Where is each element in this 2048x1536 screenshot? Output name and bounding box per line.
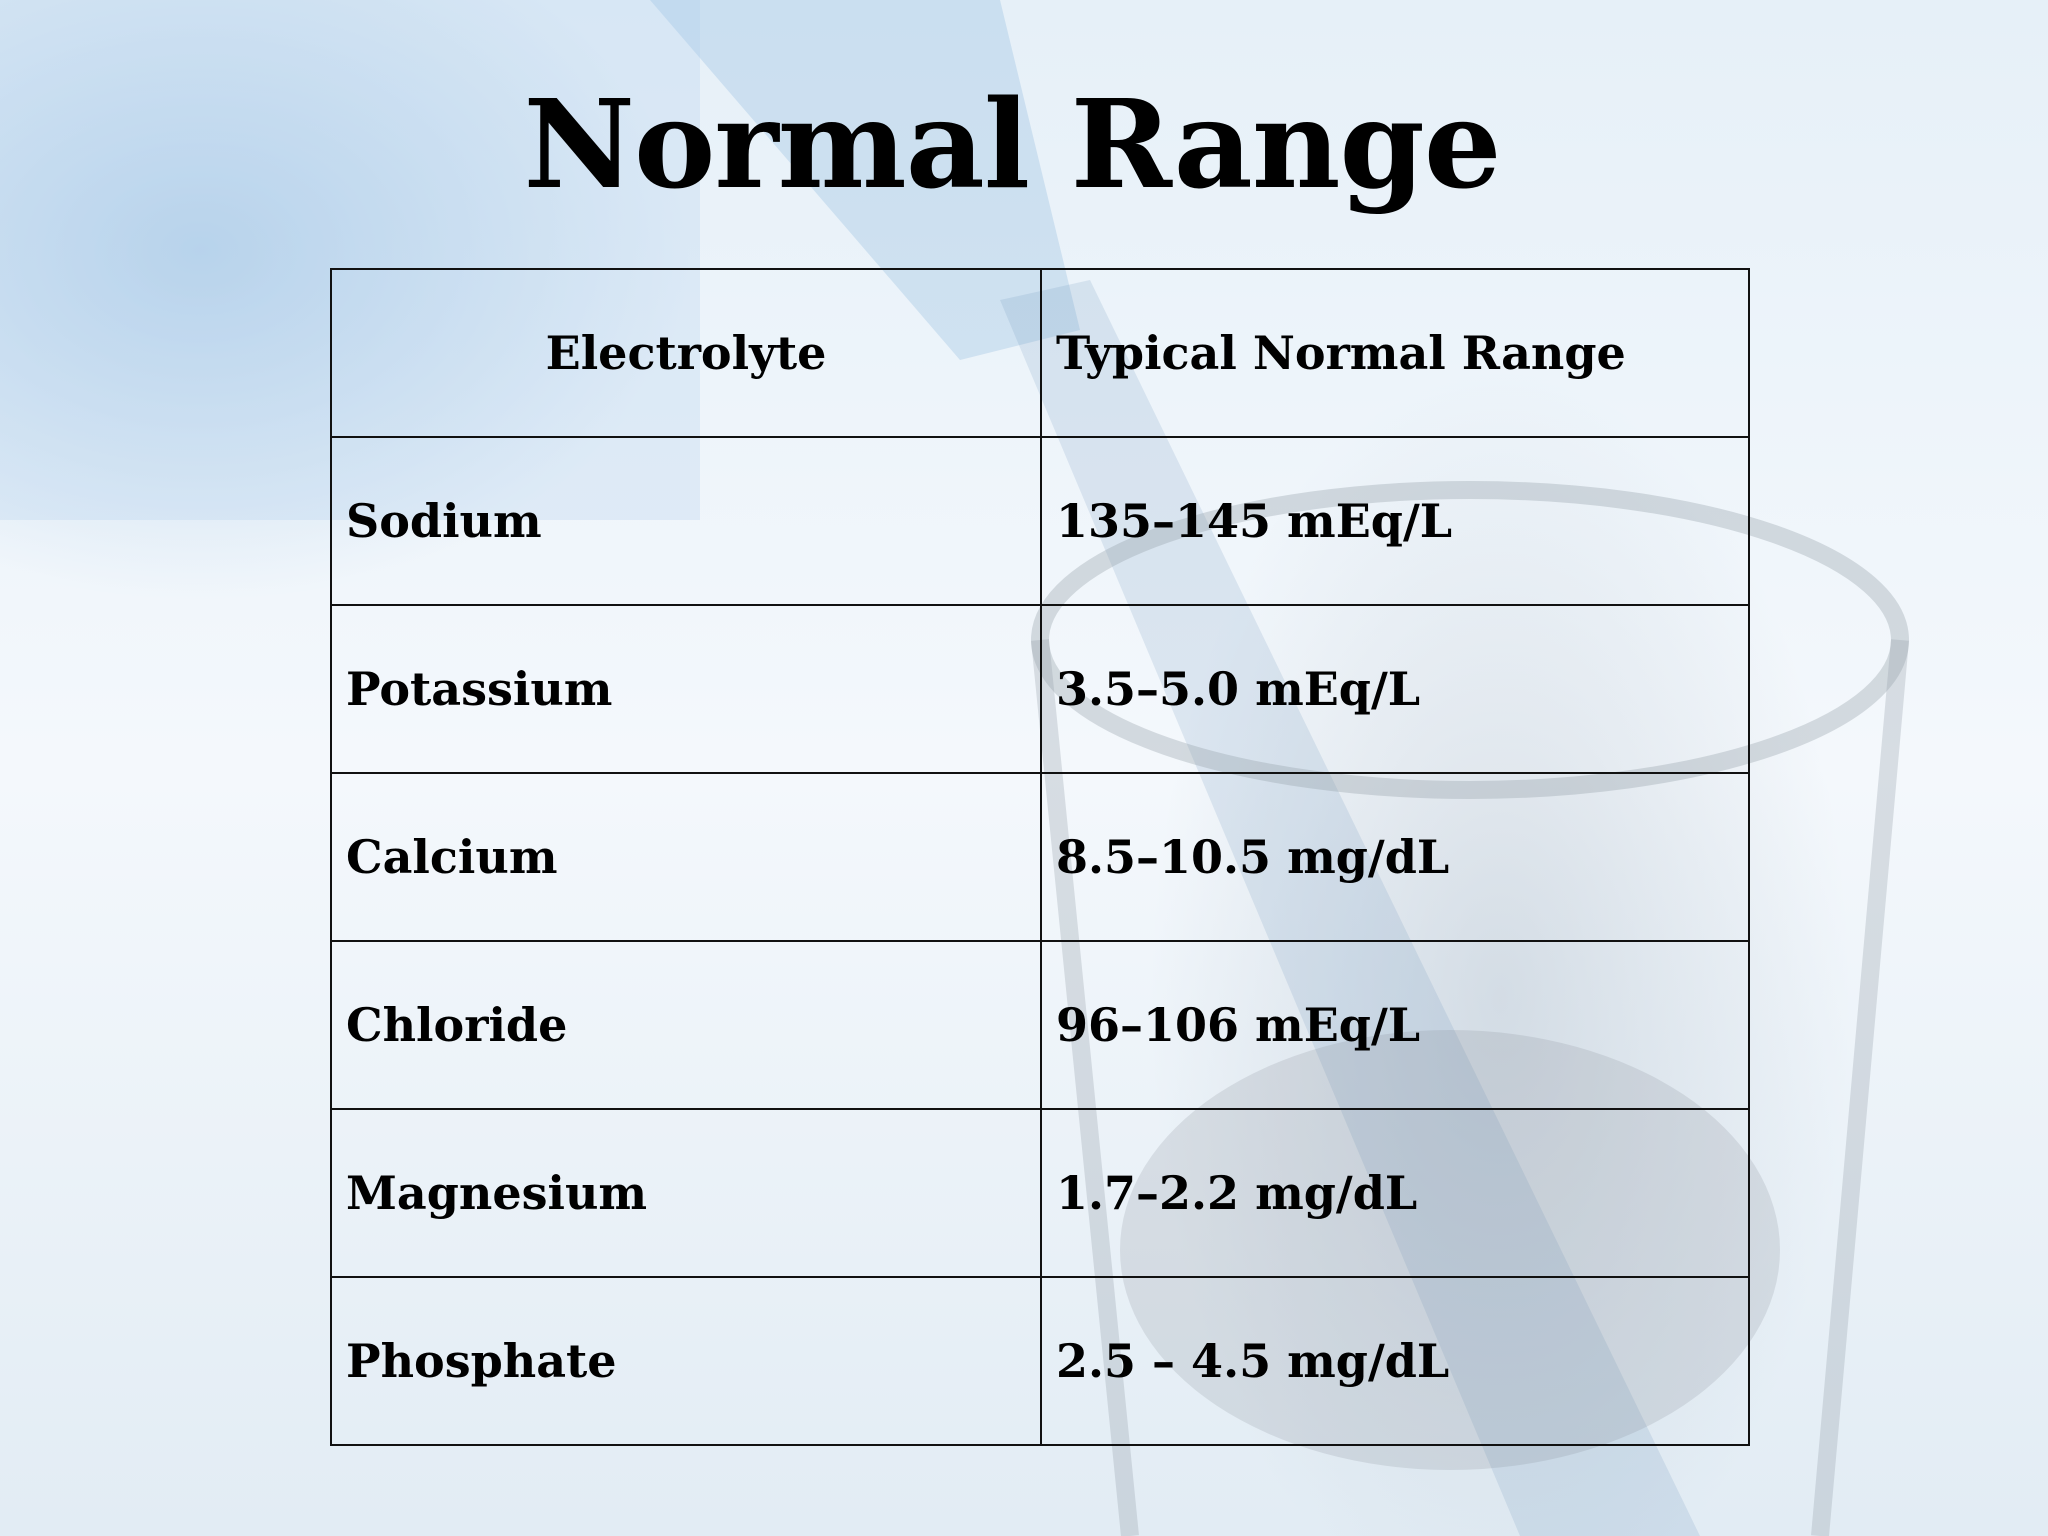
table-row: Chloride 96–106 mEq/L xyxy=(330,940,1750,1110)
table-cell: Phosphate xyxy=(330,1276,1042,1446)
table-row: Magnesium 1.7–2.2 mg/dL xyxy=(330,1108,1750,1278)
table-cell: 3.5–5.0 mEq/L xyxy=(1040,604,1750,774)
table-row: Sodium 135–145 mEq/L xyxy=(330,436,1750,606)
table-cell: Chloride xyxy=(330,940,1042,1110)
table-cell: Magnesium xyxy=(330,1108,1042,1278)
table-row: Calcium 8.5–10.5 mg/dL xyxy=(330,772,1750,942)
header-cell: Electrolyte xyxy=(330,268,1042,438)
table-cell: Calcium xyxy=(330,772,1042,942)
table-row: Phosphate 2.5 – 4.5 mg/dL xyxy=(330,1276,1750,1446)
table-cell: 135–145 mEq/L xyxy=(1040,436,1750,606)
header-cell: Typical Normal Range xyxy=(1040,268,1750,438)
header-row: Electrolyte Typical Normal Range xyxy=(330,268,1750,438)
range-table: Electrolyte Typical Normal Range Sodium 1… xyxy=(330,268,1750,1446)
table-cell: 96–106 mEq/L xyxy=(1040,940,1750,1110)
table-cell: Sodium xyxy=(330,436,1042,606)
table-row: Potassium 3.5–5.0 mEq/L xyxy=(330,604,1750,774)
table-cell: 8.5–10.5 mg/dL xyxy=(1040,772,1750,942)
table-cell: Potassium xyxy=(330,604,1042,774)
table-cell: 1.7–2.2 mg/dL xyxy=(1040,1108,1750,1278)
slide-title: Normal Range xyxy=(523,72,1502,216)
table-cell: 2.5 – 4.5 mg/dL xyxy=(1040,1276,1750,1446)
table-body: Sodium 135–145 mEq/L Potassium 3.5–5.0 mEq/… xyxy=(330,436,1750,1446)
